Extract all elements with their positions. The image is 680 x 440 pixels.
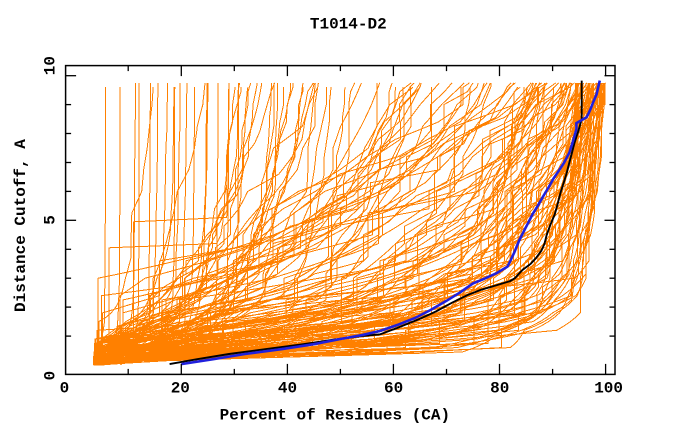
svg-text:60: 60 xyxy=(384,380,403,398)
svg-text:40: 40 xyxy=(278,380,297,398)
svg-text:5: 5 xyxy=(41,215,59,225)
svg-text:80: 80 xyxy=(490,380,509,398)
svg-text:T1014-D2: T1014-D2 xyxy=(310,16,387,34)
svg-text:10: 10 xyxy=(41,56,59,75)
svg-text:100: 100 xyxy=(594,380,623,398)
svg-text:Distance Cutoff, A: Distance Cutoff, A xyxy=(12,139,30,312)
svg-text:0: 0 xyxy=(60,380,70,398)
svg-text:0: 0 xyxy=(41,371,59,381)
svg-text:Percent of Residues (CA): Percent of Residues (CA) xyxy=(220,406,450,424)
svg-text:20: 20 xyxy=(171,380,190,398)
